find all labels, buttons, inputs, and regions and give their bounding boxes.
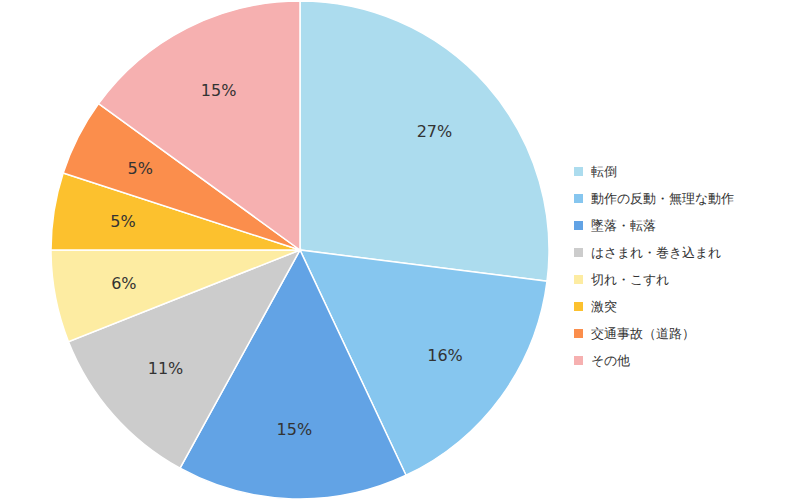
html-text:墜落・転落: 墜落・転落 <box>591 217 656 233</box>
html-text:はさまれ・巻き込まれ: はさまれ・巻き込まれ <box>591 244 721 260</box>
html-text:激突: 激突 <box>591 298 617 314</box>
svg-text:5%: 5% <box>128 159 153 178</box>
html-text:転倒: 転倒 <box>591 163 617 179</box>
svg-text:27%: 27% <box>417 122 453 141</box>
svg-text:5%: 5% <box>110 212 135 231</box>
html-text:動作の反動・無理な動作: 動作の反動・無理な動作 <box>591 190 734 206</box>
html-text:交通事故（道路）: 交通事故（道路） <box>591 325 695 341</box>
svg-text:16%: 16% <box>427 346 463 365</box>
svg-text:15%: 15% <box>201 81 237 100</box>
html-text:切れ・こすれ: 切れ・こすれ <box>591 271 669 287</box>
svg-text:6%: 6% <box>111 274 136 293</box>
svg-text:15%: 15% <box>277 420 313 439</box>
html-text:その他: その他 <box>591 352 630 368</box>
svg-text:11%: 11% <box>148 359 184 378</box>
